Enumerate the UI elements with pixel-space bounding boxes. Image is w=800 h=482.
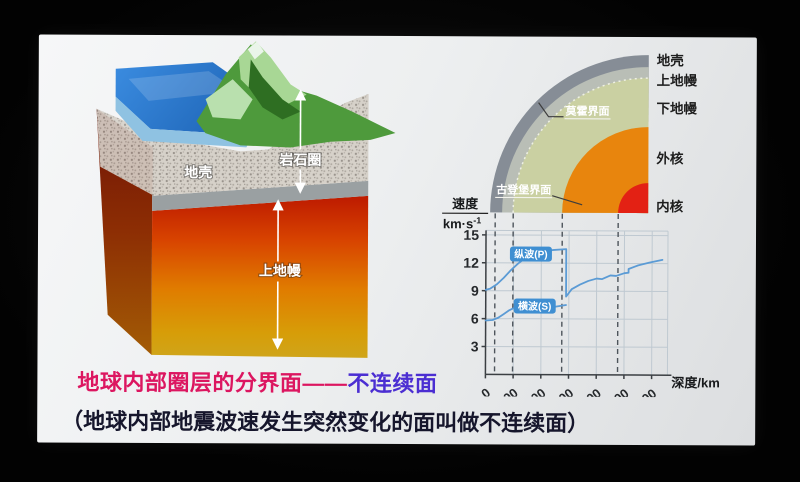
mountain-dark-ridge (248, 59, 301, 120)
moho-boundary-label: 莫霍界面 (538, 102, 611, 120)
chart-tick-labels: 3 6 9 12 15 0100020003000400050006000 (463, 227, 659, 398)
lithosphere-label: 岩石圈 (278, 151, 321, 167)
velocity-axis-numerator: 速度 (452, 196, 479, 211)
layer-inner-core (618, 183, 649, 214)
depth-axis-label: 深度/km (671, 375, 719, 390)
crust-label: 地壳 (184, 164, 212, 180)
y-tick-label: 9 (471, 283, 479, 299)
slide-heading: 地球内部圈层的分界面——不连续面 (77, 365, 437, 399)
y-tick-label: 15 (463, 227, 479, 243)
grid-line-vertical (623, 230, 626, 375)
grid-line-horizontal (486, 234, 669, 237)
grid-line-horizontal (485, 345, 668, 348)
y-tick-label: 12 (463, 255, 479, 271)
block-crust-speckled (152, 93, 369, 196)
heading-part1: 地球内部圈层的分界面—— (77, 369, 348, 396)
s-wave-label-text: 横波(S) (518, 300, 551, 313)
mountain-light-lower (205, 79, 253, 120)
layer-label-upper-mantle: 上地幔 (657, 72, 698, 88)
grid-line-horizontal (485, 318, 668, 320)
chart-axes (484, 230, 672, 376)
block-mantle-face (151, 195, 369, 358)
layer-label-lower-mantle: 下地幔 (657, 100, 698, 116)
x-tick-label: 5000 (600, 386, 632, 398)
x-tick-label: 1000 (489, 385, 521, 397)
x-tick-label: 6000 (627, 386, 659, 398)
layer-boundary-dashed-line (616, 213, 619, 375)
s-wave-label-badge: 横波(S) (513, 298, 556, 314)
gutenberg-boundary-label: 古登堡界面 (495, 182, 583, 206)
y-tick-label: 3 (471, 338, 479, 354)
projection-slide: 地壳 岩石圈 上地幔 地壳 上地幔 下地幔 外核 内核 (37, 34, 757, 446)
grid-line-horizontal (485, 290, 668, 292)
grid-line-horizontal (485, 262, 668, 265)
velocity-axis-title: 速度 km·s-1 (442, 196, 489, 231)
mountain-snow-patch (247, 41, 264, 60)
layer-labels: 地壳 上地幔 下地幔 外核 内核 (656, 52, 698, 214)
grid-line-vertical (651, 231, 653, 376)
heading-part2: 不连续面 (347, 370, 438, 397)
layer-label-crust: 地壳 (657, 52, 685, 68)
y-axis-line (484, 230, 487, 375)
moho-label-text: 莫霍界面 (565, 104, 610, 118)
earth-structure-figure: 地壳 上地幔 下地幔 外核 内核 莫霍界面 古登堡界面 速度 (442, 52, 720, 398)
p-wave-curve (484, 248, 664, 298)
water-highlight (128, 71, 239, 101)
gutenberg-label-text: 古登堡界面 (496, 182, 551, 196)
velocity-axis-denominator: km·s-1 (443, 215, 481, 231)
x-tick-label: 4000 (572, 385, 604, 397)
slide-subheading: （地球内部地震波速发生突然变化的面叫做不连续面） (61, 408, 590, 436)
layer-label-inner-core: 内核 (656, 198, 684, 214)
y-tick-label: 6 (471, 311, 479, 327)
x-tick-label: 0 (478, 385, 493, 398)
block-gray-layer (152, 180, 369, 211)
earth-quarter-section (490, 55, 649, 214)
x-axis-line (485, 373, 672, 376)
layer-outer-core-ring (562, 127, 649, 214)
layer-boundary-dashed-line (560, 213, 564, 375)
grid-line-vertical (568, 230, 570, 375)
chart-right-border (666, 231, 669, 376)
upper-mantle-label: 上地幔 (259, 262, 302, 278)
layer-boundary-dashed-line (493, 213, 496, 375)
grid-line-vertical (595, 230, 598, 375)
chart-top-border (486, 229, 669, 232)
x-tick-label: 2000 (517, 385, 549, 397)
layer-label-outer-core: 外核 (656, 150, 684, 166)
x-tick-label: 3000 (544, 385, 576, 397)
p-wave-label-text: 纵波(P) (514, 248, 547, 261)
block-diagram-figure: 地壳 岩石圈 上地幔 (96, 41, 396, 358)
p-wave-label-badge: 纵波(P) (509, 246, 552, 262)
